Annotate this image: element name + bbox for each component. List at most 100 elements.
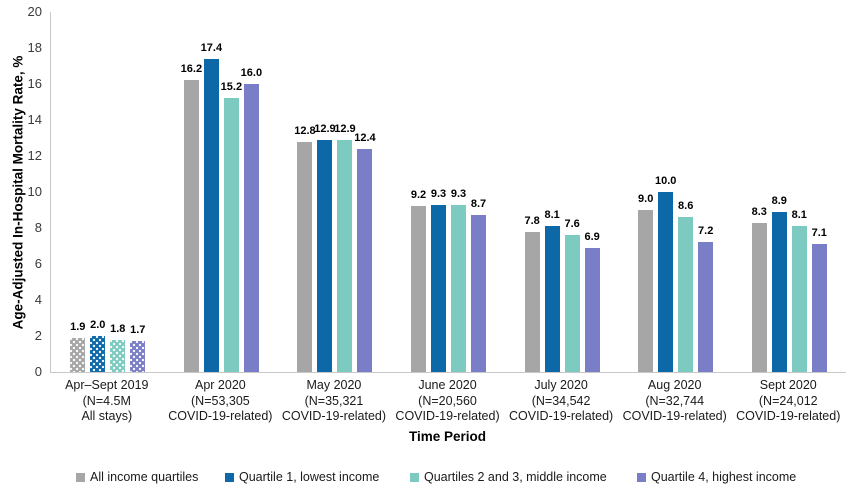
legend-label: Quartile 1, lowest income <box>239 470 380 484</box>
legend-item: Quartiles 2 and 3, middle income <box>410 470 607 484</box>
bar-value-label: 7.1 <box>811 227 827 240</box>
bar-value-label: 2.0 <box>90 319 106 331</box>
bar-series-2-category-5: 8.6 <box>678 200 693 372</box>
x-axis-category-label-line: COVID-19-related) <box>281 409 387 423</box>
x-axis-category-label-line: (N=34,542 <box>531 393 591 408</box>
bar-value-label: 7.8 <box>524 214 540 227</box>
bar-group: 1.9 2.0 1.8 1.7 <box>51 12 165 372</box>
bar-value-label: 1.9 <box>70 320 86 333</box>
bar-series-0-category-5: 9.0 <box>638 193 653 372</box>
bar-value-label: 6.9 <box>584 230 600 243</box>
x-axis-category-label: May 2020 (N=35,321 COVID-19-related) <box>277 378 391 425</box>
bar-value-label: 12.9 <box>314 122 336 135</box>
bar-value-label: 12.9 <box>334 122 356 135</box>
bar-value-label: 9.2 <box>410 189 427 202</box>
x-axis-category-label: July 2020 (N=34,542 COVID-19-related) <box>504 378 618 425</box>
bar-value-label: 7.2 <box>698 225 714 238</box>
bar-value-label: 1.8 <box>110 322 126 335</box>
bar-series-3-category-4: 6.9 <box>584 231 600 372</box>
x-axis-category-label: Aug 2020 (N=32,744 COVID-19-related) <box>618 378 732 425</box>
bar-value-label: 16.2 <box>180 63 203 76</box>
bar-series-1-category-4: 8.1 <box>544 209 560 372</box>
bar-value-label: 8.9 <box>771 194 787 207</box>
bar-series-2-category-0: 1.8 <box>110 323 125 372</box>
x-axis-category-label-line: June 2020 <box>418 378 477 392</box>
bar-series-1-category-2: 12.9 <box>314 123 336 372</box>
x-axis-category-label-line: Apr–Sept 2019 <box>65 378 149 392</box>
legend-item: All income quartiles <box>76 470 198 484</box>
x-axis-category-label-line: July 2020 <box>534 378 588 392</box>
x-axis-category-labels: Apr–Sept 2019 (N=4.5M All stays) Apr 2020 (N… <box>50 378 845 425</box>
bar-series-2-category-4: 7.6 <box>564 218 580 372</box>
x-axis-category-label-line: Aug 2020 <box>647 378 702 392</box>
plot-area: 1.9 2.0 1.8 1.7 16.2 17.4 15.2 16.0 12.8 12.9 12.9… <box>50 12 846 373</box>
bar-group: 9.0 10.0 8.6 7.2 <box>619 12 733 372</box>
bar-series-2-category-6: 8.1 <box>792 209 807 372</box>
x-axis-category-label: Apr 2020 (N=53,305 COVID-19-related) <box>164 378 278 425</box>
x-axis-category-label-line: COVID-19-related) <box>168 409 273 423</box>
y-axis-tick-label: 12 <box>27 148 42 163</box>
x-axis-category-label-line: COVID-19-related) <box>509 409 614 423</box>
x-axis-category-label-line: Sept 2020 <box>759 378 817 392</box>
x-axis-category-label: June 2020 (N=20,560 COVID-19-related) <box>391 378 505 425</box>
bar-series-0-category-2: 12.8 <box>294 125 316 372</box>
bar-series-0-category-3: 9.2 <box>411 189 426 372</box>
y-axis-tick-label: 8 <box>34 220 42 235</box>
bar-group: 7.8 8.1 7.6 6.9 <box>505 12 619 372</box>
bar-series-0-category-1: 16.2 <box>181 63 202 372</box>
bar-value-label: 8.7 <box>470 198 487 211</box>
bar-group: 8.3 8.9 8.1 7.1 <box>732 12 846 372</box>
y-axis-tick-label: 6 <box>34 256 42 271</box>
bar-groups: 1.9 2.0 1.8 1.7 16.2 17.4 15.2 16.0 12.8 12.9 12.9… <box>51 12 846 372</box>
legend: All income quartiles Quartile 1, lowest i… <box>0 470 852 488</box>
bar-series-3-category-2: 12.4 <box>354 132 376 372</box>
bar-series-1-category-3: 9.3 <box>431 188 446 372</box>
x-axis-category-label-line: (N=24,012 <box>758 393 818 408</box>
x-axis-category-label-line: All stays) <box>81 409 133 423</box>
bar-value-label: 17.4 <box>200 41 223 54</box>
x-axis-category-label-line: (N=53,305 <box>191 393 250 408</box>
bar-group: 9.2 9.3 9.3 8.7 <box>392 12 506 372</box>
bar-value-label: 8.1 <box>791 209 807 222</box>
x-axis-category-label-line: (N=35,321 <box>304 393 364 408</box>
bar-series-1-category-0: 2.0 <box>90 319 105 372</box>
x-axis-category-label-line: (N=4.5M <box>82 393 131 408</box>
bar-value-label: 16.0 <box>240 67 263 79</box>
bar-series-3-category-0: 1.7 <box>130 324 145 372</box>
x-axis-title: Time Period <box>408 429 487 444</box>
x-axis-category-label-line: COVID-19-related) <box>622 409 727 423</box>
y-axis-tick-label: 10 <box>27 184 42 199</box>
bar-value-label: 8.6 <box>678 200 694 213</box>
y-axis-tick-label: 4 <box>34 292 42 307</box>
bar-value-label: 15.2 <box>220 81 243 94</box>
x-axis-category-label-line: May 2020 <box>306 378 362 392</box>
y-axis-tick-label: 14 <box>27 112 42 127</box>
bar-value-label: 8.3 <box>751 205 767 218</box>
y-axis-tick-label: 18 <box>27 40 42 55</box>
bar-group: 12.8 12.9 12.9 12.4 <box>278 12 392 372</box>
y-axis-tick-label: 2 <box>34 328 42 343</box>
legend-label: Quartile 4, highest income <box>651 470 797 484</box>
bar-value-label: 7.6 <box>564 218 580 231</box>
bar-series-3-category-1: 16.0 <box>241 67 262 372</box>
bar-series-1-category-5: 10.0 <box>655 175 676 372</box>
bar-series-0-category-0: 1.9 <box>70 321 85 372</box>
bar-series-3-category-5: 7.2 <box>698 225 713 372</box>
bar-series-2-category-3: 9.3 <box>451 188 466 372</box>
bar-group: 16.2 17.4 15.2 16.0 <box>165 12 279 372</box>
legend-marker <box>410 472 419 482</box>
x-axis-category-label-line: Apr 2020 <box>195 378 246 392</box>
bar-series-0-category-4: 7.8 <box>524 215 540 372</box>
y-axis-tick-label: 16 <box>27 76 42 91</box>
x-axis-category-label: Apr–Sept 2019 (N=4.5M All stays) <box>50 378 164 425</box>
bar-value-label: 9.3 <box>450 187 467 200</box>
bar-series-2-category-2: 12.9 <box>334 123 356 372</box>
legend-item: Quartile 1, lowest income <box>225 470 379 484</box>
y-axis-tick-label: 20 <box>27 4 42 19</box>
legend-label: Quartiles 2 and 3, middle income <box>424 470 607 484</box>
bar-value-label: 12.4 <box>354 131 376 144</box>
legend-marker <box>637 472 646 482</box>
bar-series-0-category-6: 8.3 <box>752 206 767 372</box>
bar-value-label: 8.1 <box>544 209 560 222</box>
